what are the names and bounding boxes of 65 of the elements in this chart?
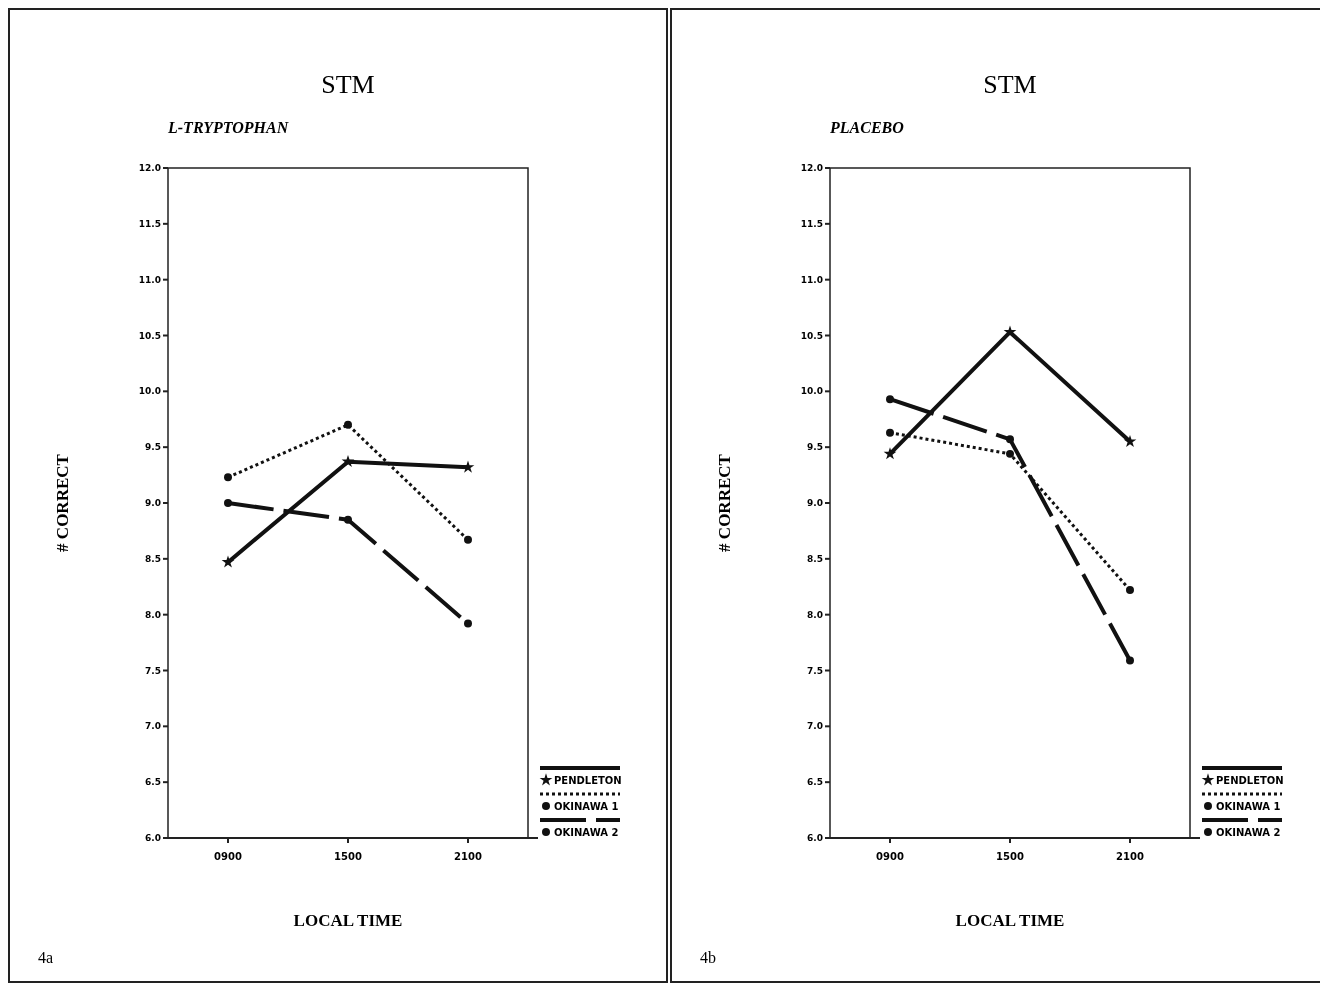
- y-tick-label: 9.5: [807, 442, 823, 453]
- x-tick-label: 0900: [876, 851, 904, 862]
- y-tick-label: 10.0: [138, 386, 161, 397]
- x-tick-label: 2100: [454, 851, 482, 862]
- y-tick-label: 8.5: [807, 553, 823, 564]
- x-axis-title: LOCAL TIME: [955, 911, 1065, 930]
- point: [344, 420, 352, 429]
- point: [1006, 435, 1014, 444]
- y-tick-label: 10.0: [800, 386, 823, 397]
- y-tick-label: 11.5: [138, 218, 161, 229]
- text: 4a: [38, 949, 54, 966]
- y-tick-label: 7.0: [807, 721, 823, 732]
- point: [1126, 586, 1134, 595]
- point: [464, 619, 472, 628]
- point: [224, 499, 232, 507]
- point: [1006, 449, 1014, 458]
- point: [1003, 325, 1017, 338]
- chart-title: STM: [983, 70, 1037, 99]
- point: [461, 460, 475, 473]
- point: [344, 515, 352, 524]
- y-tick-label: 9.5: [145, 442, 161, 453]
- y-tick-label: 9.0: [145, 498, 161, 509]
- point: [1123, 434, 1137, 447]
- y-tick-label: 10.5: [800, 330, 823, 341]
- y-tick-label: 12.0: [138, 163, 161, 174]
- legend-label: OKINAWA 2: [554, 826, 619, 838]
- legend-label: PENDLETON: [554, 774, 622, 786]
- y-tick-label: 7.5: [145, 665, 161, 676]
- point: [886, 395, 894, 404]
- y-tick-label: 6.5: [807, 777, 823, 788]
- point: [1126, 656, 1134, 665]
- y-axis-title: # CORRECT: [53, 453, 72, 552]
- legend-label: OKINAWA 1: [1216, 800, 1281, 812]
- legend-label: PENDLETON: [1216, 774, 1284, 786]
- point: [883, 447, 897, 460]
- y-tick-label: 8.5: [145, 553, 161, 564]
- x-axis-title: LOCAL TIME: [293, 911, 403, 930]
- point: [886, 428, 894, 437]
- x-tick-label: 0900: [214, 851, 242, 862]
- y-tick-label: 7.0: [145, 721, 161, 732]
- y-tick-label: 9.0: [807, 498, 823, 509]
- chart-subtitle: PLACEBO: [829, 119, 905, 136]
- y-tick-label: 6.0: [807, 833, 823, 844]
- y-tick-label: 11.0: [800, 274, 823, 285]
- text: 4b: [700, 949, 716, 966]
- x-tick-label: 2100: [1116, 851, 1144, 862]
- y-tick-label: 7.5: [807, 665, 823, 676]
- y-tick-label: 8.0: [807, 609, 823, 620]
- legend-label: OKINAWA 1: [554, 800, 619, 812]
- x-tick-label: 1500: [996, 851, 1024, 862]
- x-tick-label: 1500: [334, 851, 362, 862]
- y-tick-label: 6.5: [145, 777, 161, 788]
- chart-title: STM: [321, 70, 375, 99]
- y-tick-label: 12.0: [800, 163, 823, 174]
- legend-label: OKINAWA 2: [1216, 826, 1281, 838]
- y-tick-label: 8.0: [145, 609, 161, 620]
- y-axis-title: # CORRECT: [715, 453, 734, 552]
- point: [464, 535, 472, 544]
- point: [224, 473, 232, 482]
- y-tick-label: 6.0: [145, 833, 161, 844]
- y-tick-label: 10.5: [138, 330, 161, 341]
- chart-subtitle: L-TRYPTOPHAN: [167, 119, 290, 136]
- y-tick-label: 11.0: [138, 274, 161, 285]
- point: [221, 555, 235, 568]
- y-tick-label: 11.5: [800, 218, 823, 229]
